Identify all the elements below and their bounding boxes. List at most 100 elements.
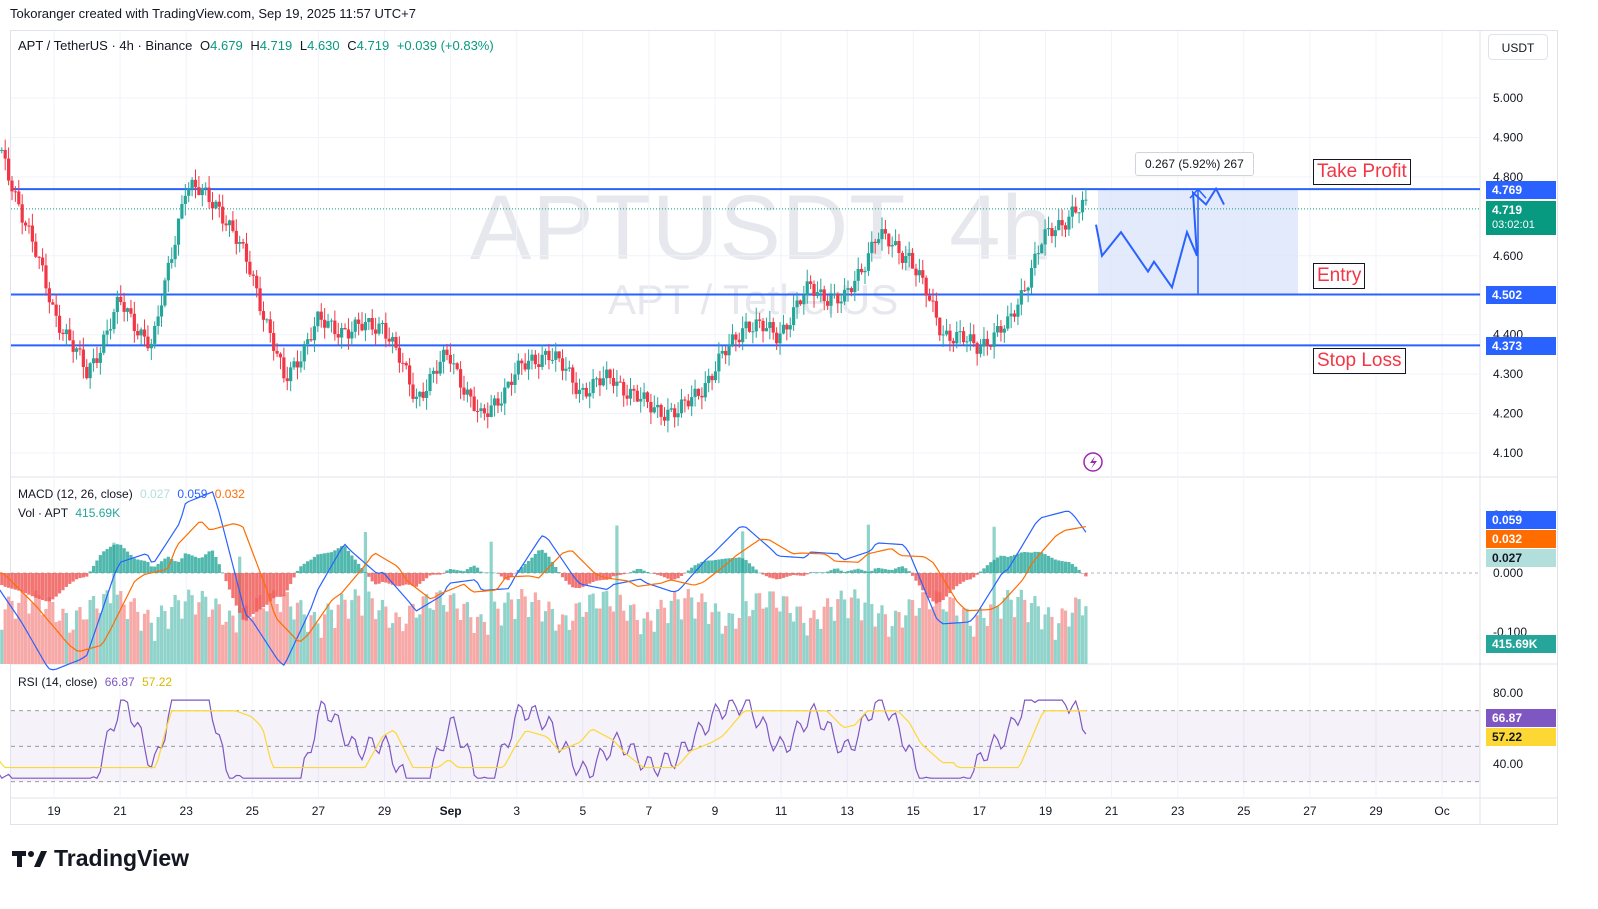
price-axis-label: 4.600 [1493,249,1523,263]
volume-price-label: 415.69K [1486,635,1556,653]
time-axis-label: 17 [973,804,987,818]
macd-histogram-bar [611,573,616,577]
candle-body [730,334,735,346]
volume-bar [594,608,599,664]
volume-bar [815,619,820,664]
volume-bar [3,609,7,664]
volume-bar [421,596,425,664]
volume-bar [350,600,354,664]
candle-body [278,353,283,358]
candle-body [798,300,803,305]
candle-body [965,341,969,343]
volume-bar [781,596,786,664]
take-profit-label[interactable]: Take Profit [1313,159,1411,185]
candle-body [734,334,738,340]
candle-body [567,367,571,369]
volume-bar [503,602,507,664]
candle-body [44,265,48,289]
candle-body [584,387,588,397]
candle-body [622,382,626,396]
volume-bar [360,615,364,664]
chart-credit: Tokoranger created with TradingView.com,… [10,6,417,21]
macd-histogram-bar [727,558,731,573]
candle-body [876,239,881,244]
measure-tooltip: 0.267 (5.92%) 267 [1135,152,1254,176]
macd-histogram-bar [183,553,187,573]
volume-title[interactable]: Vol · APT [18,506,69,520]
volume-bar [1006,590,1010,664]
volume-bar [51,602,55,664]
candle-body [900,252,904,263]
candle-body [295,361,300,368]
stop-loss-label[interactable]: Stop Loss [1313,348,1406,374]
candle-body [210,202,215,209]
candle-body [377,323,381,334]
macd-histogram-bar [302,563,306,573]
candle-body [1009,313,1013,317]
candle-body [754,319,758,332]
volume-bar [394,612,398,664]
volume-bar [309,615,313,664]
candle-body [747,321,752,332]
volume-bar [526,617,531,664]
macd-histogram-bar [686,570,690,573]
macd-histogram-bar [435,573,439,575]
candle-body [727,345,731,356]
macd-hist-value: 0.027 [140,487,171,501]
candle-body [1043,229,1047,245]
currency-selector[interactable]: USDT [1488,34,1548,60]
candle-body [190,179,194,189]
macd-histogram-bar [792,573,796,576]
macd-histogram-bar [1002,555,1006,573]
volume-bar [744,601,748,664]
macd-histogram-bar [197,558,201,573]
candle-body [336,334,340,338]
candle-body [71,340,75,352]
macd-histogram-bar [1074,566,1078,573]
candle-body [391,336,395,342]
volume-bar [85,619,89,664]
volume-bar [798,606,803,664]
candle-body [6,158,11,181]
candle-body [955,331,959,344]
time-axis-label: 27 [312,804,326,818]
candle-body [350,331,354,339]
candle-body [523,363,527,370]
volume-bar [1060,608,1064,664]
entry-label[interactable]: Entry [1313,263,1366,289]
candle-body [921,270,925,278]
price-axis-label: 4.200 [1493,407,1523,421]
macd-histogram-bar [873,568,877,573]
volume-bar [17,602,21,664]
volume-bar [176,600,181,664]
macd-histogram-bar [1046,555,1051,573]
volume-bar [30,602,34,664]
macd-histogram-bar [652,573,656,574]
volume-bar [564,615,568,664]
macd-histogram-bar [880,568,884,573]
macd-histogram-bar [221,572,225,574]
macd-title[interactable]: MACD (12, 26, close) [18,487,133,501]
macd-histogram-bar [268,573,272,602]
candle-body [778,333,782,344]
candle-body [64,329,68,335]
volume-bar [486,634,490,664]
candle-body [645,392,650,402]
candle-body [333,320,337,335]
candle-body [397,347,402,363]
volume-bar [615,525,619,664]
volume-bar [302,614,306,664]
macd-histogram-bar [853,569,857,573]
symbol-name[interactable]: APT / TetherUS · 4h · Binance [18,38,193,53]
volume-bar [1009,599,1013,664]
tradingview-icon [12,850,47,867]
volume-bar [581,616,585,664]
time-axis-label: 19 [47,804,61,818]
macd-histogram-bar [992,559,996,573]
macd-signal-line [0,521,1087,652]
candle-body [360,323,364,331]
macd-histogram-bar [336,548,340,573]
rsi-title[interactable]: RSI (14, close) [18,675,98,689]
candle-body [445,349,449,355]
